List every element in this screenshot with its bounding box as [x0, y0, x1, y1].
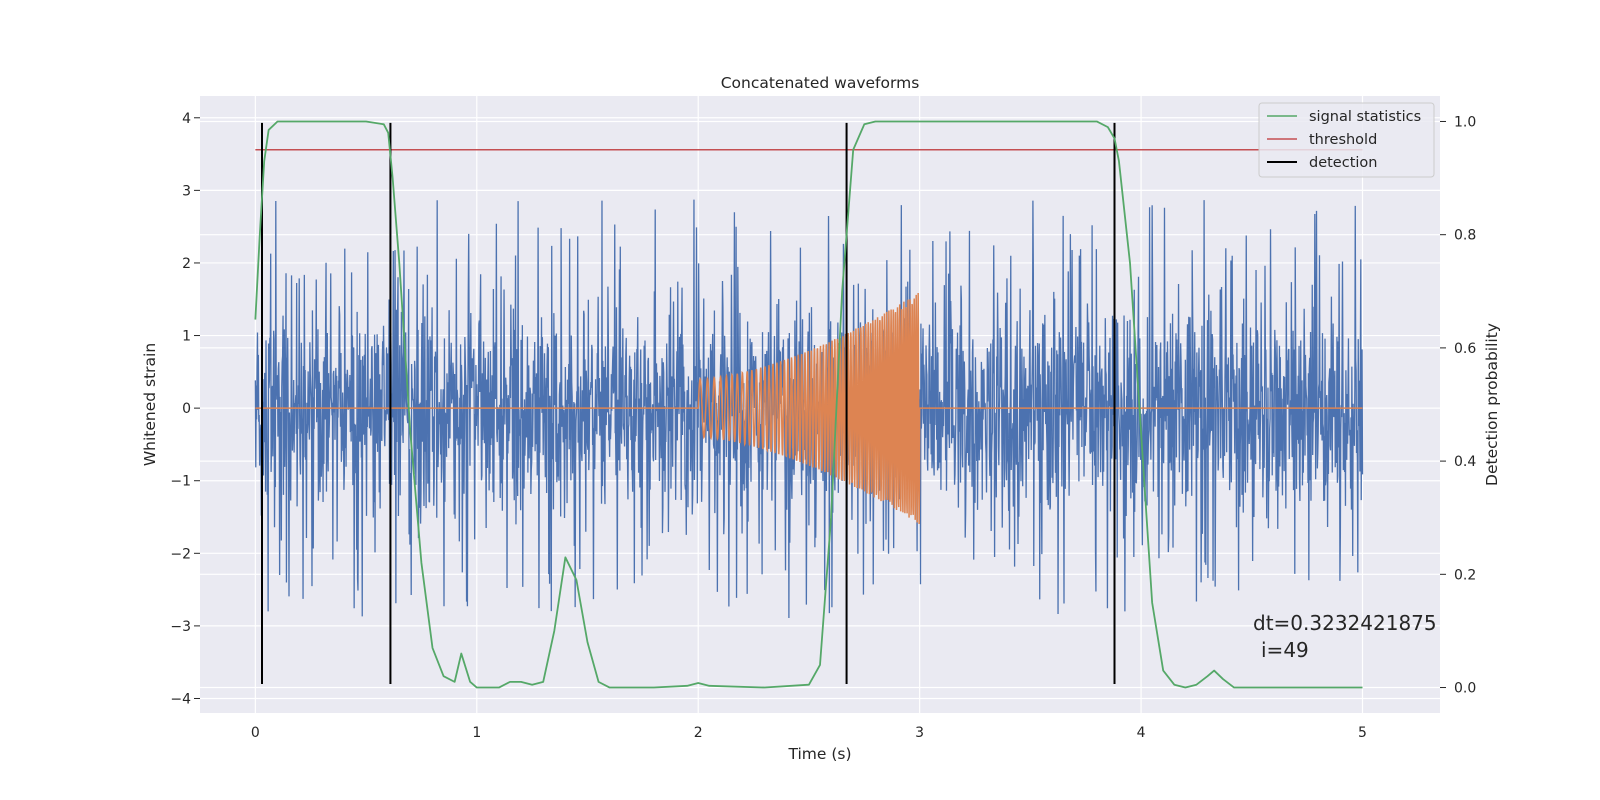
- y-tick-label: −1: [170, 474, 191, 490]
- x-axis-title: Time (s): [787, 745, 851, 763]
- y-tick-label: 2: [182, 256, 191, 272]
- chirp-waveform: [255, 292, 1363, 524]
- y-right-tick-label: 0.4: [1454, 454, 1476, 470]
- x-tick-label: 5: [1358, 725, 1367, 741]
- y-tick-label: −4: [170, 691, 191, 707]
- x-tick-label: 3: [915, 725, 924, 741]
- y-tick-label: −3: [170, 619, 191, 635]
- y-right-tick-label: 0.6: [1454, 341, 1476, 357]
- chirp-line: [255, 292, 1363, 524]
- legend-label-detection: detection: [1309, 155, 1377, 171]
- legend-label-signal-statistics: signal statistics: [1309, 109, 1421, 125]
- y-right-tick-label: 0.0: [1454, 681, 1476, 697]
- y-axis-right-title: Detection probability: [1483, 323, 1501, 486]
- x-tick-label: 1: [472, 725, 481, 741]
- y-right-tick-label: 1.0: [1454, 114, 1476, 130]
- noise-line: [254, 199, 1364, 618]
- noise-waveform: [254, 199, 1364, 618]
- y-right-tick-label: 0.2: [1454, 567, 1476, 583]
- y-tick-label: 0: [182, 401, 191, 417]
- legend: signal statistics threshold detection: [1258, 102, 1435, 178]
- annotation-i: i=49: [1261, 638, 1309, 662]
- detection-series: [261, 122, 1116, 684]
- y-tick-label: 1: [182, 329, 191, 345]
- x-tick-label: 2: [694, 725, 703, 741]
- y-tick-label: 4: [182, 111, 191, 127]
- legend-box: [1258, 102, 1435, 178]
- signal-statistics-series: [254, 120, 1363, 689]
- chart-title: Concatenated waveforms: [721, 74, 920, 92]
- legend-label-threshold: threshold: [1309, 132, 1377, 148]
- signal-statistics-line: [254, 120, 1363, 689]
- y-right-tick-label: 0.8: [1454, 228, 1476, 244]
- y-tick-label: −2: [170, 546, 191, 562]
- y-tick-label: 3: [182, 183, 191, 199]
- y-axis-title: Whitened strain: [141, 343, 159, 466]
- tick-labels: 0 1 2 3 4 5 4 3 2 1 0 −1 −2 −3 −4 1.0 0.8 0.6 0.4 0.2 0.0: [170, 111, 1476, 741]
- x-tick-label: 4: [1137, 725, 1146, 741]
- x-tick-label: 0: [251, 725, 260, 741]
- annotation-dt: dt=0.3232421875: [1253, 611, 1437, 635]
